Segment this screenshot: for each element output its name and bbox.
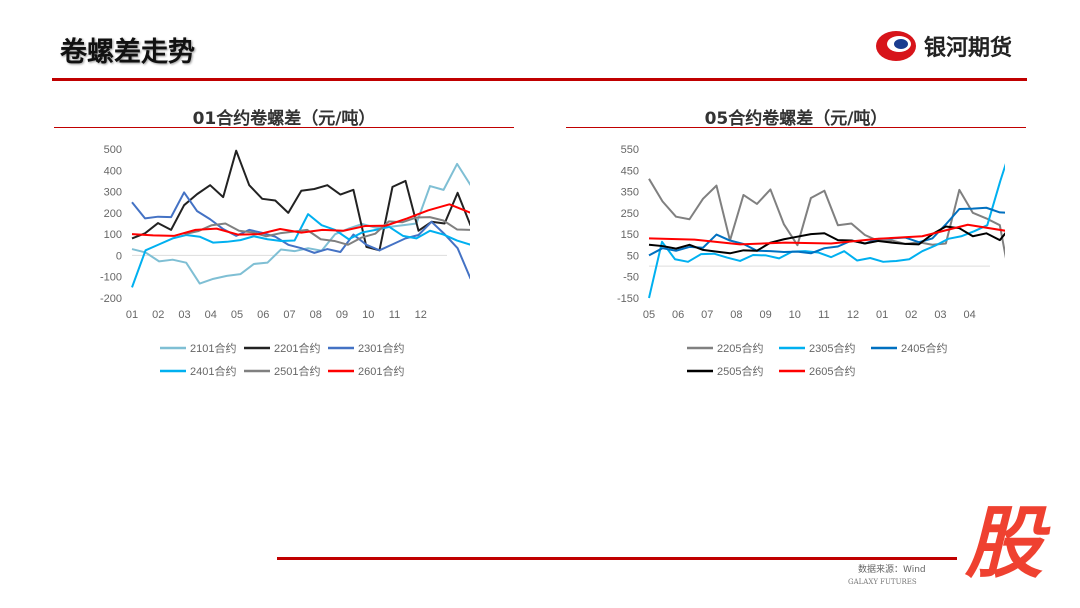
series-line-2501合约	[184, 216, 470, 246]
header-divider	[52, 78, 1027, 81]
data-source: 数据来源：Wind	[858, 565, 926, 575]
x-tick-label: 11	[389, 309, 400, 321]
x-tick-label: 08	[730, 309, 742, 321]
chart-title-divider	[54, 127, 514, 128]
overlay-character: 股	[965, 499, 1044, 589]
legend-label: 2605合约	[809, 364, 855, 378]
legend-label: 2101合约	[190, 341, 236, 355]
legend-label: 2501合约	[274, 364, 320, 378]
y-tick-label: 550	[621, 144, 639, 156]
legend-label: 2305合约	[809, 341, 855, 355]
legend-label: 2401合约	[190, 364, 236, 378]
x-tick-label: 06	[672, 309, 684, 321]
chart-title-01: 01合约卷螺差（元/吨）	[192, 109, 376, 129]
series-line-2101合约	[131, 162, 470, 285]
chart-title-05: 05合约卷螺差（元/吨）	[704, 109, 888, 129]
legend-label: 2601合约	[358, 364, 404, 378]
y-tick-label: 500	[104, 144, 122, 156]
logo-text: 银河期货	[924, 36, 1013, 61]
y-tick-label: -150	[617, 293, 639, 305]
series-line-2605合约	[648, 223, 1005, 246]
chart-01: 500 400 300 200 100 0 -100 -200 01 02 03 04 05 06 07 08…	[100, 144, 470, 378]
x-tick-label: 10	[362, 309, 374, 321]
x-tick-label: 01	[126, 309, 138, 321]
series-line-2505合约	[648, 225, 1005, 255]
x-tick-label: 01	[876, 309, 888, 321]
chart-05: 550 450 350 250 150 50 -50 -150 05 06 07 08 09 10 11 12…	[617, 144, 1005, 378]
y-tick-label: -100	[100, 272, 122, 284]
logo: 银河期货	[874, 28, 1012, 64]
x-tick-label: 12	[415, 309, 427, 321]
y-tick-label: -200	[100, 293, 122, 305]
x-tick-label: 04	[963, 309, 975, 321]
series-line-2601合约	[131, 203, 470, 237]
y-tick-label: 400	[104, 165, 122, 177]
x-tick-label: 09	[336, 309, 348, 321]
x-tick-label: 03	[178, 309, 190, 321]
x-tick-label: 07	[283, 309, 295, 321]
legend-label: 2405合约	[901, 341, 947, 355]
x-tick-label: 10	[789, 309, 801, 321]
x-tick-label: 12	[847, 309, 859, 321]
chart-title-divider	[566, 127, 1026, 128]
page-title: 卷螺差走势	[60, 37, 195, 68]
legend-label: 2301合约	[358, 341, 404, 355]
x-tick-label: 06	[257, 309, 269, 321]
series-line-2405合约	[648, 206, 1005, 257]
y-tick-label: 250	[621, 208, 639, 220]
x-tick-label: 04	[205, 309, 217, 321]
legend-label: 2201合约	[274, 341, 320, 355]
y-tick-label: 200	[104, 208, 122, 220]
y-tick-label: 350	[621, 187, 639, 199]
x-tick-label: 09	[759, 309, 771, 321]
x-tick-label: 08	[310, 309, 322, 321]
x-tick-label: 02	[905, 309, 917, 321]
x-tick-label: 03	[934, 309, 946, 321]
y-tick-label: 150	[621, 229, 639, 241]
legend-label: 2205合约	[717, 341, 763, 355]
y-tick-label: 300	[104, 187, 122, 199]
y-tick-label: -50	[623, 272, 639, 284]
x-tick-label: 05	[643, 309, 655, 321]
y-tick-label: 0	[116, 250, 122, 262]
y-tick-label: 450	[621, 165, 639, 177]
series-line-2305合约	[648, 163, 1005, 299]
y-tick-label: 50	[627, 250, 639, 262]
y-tick-label: 100	[104, 229, 122, 241]
galaxy-logo-icon	[876, 31, 916, 61]
series-line-2201合约	[131, 149, 470, 252]
series-line-2301合约	[131, 191, 470, 280]
legend-label: 2505合约	[717, 364, 763, 378]
series-line-2401合约	[131, 213, 470, 288]
x-tick-label: 02	[152, 309, 164, 321]
x-tick-label: 05	[231, 309, 243, 321]
footer-divider	[277, 557, 957, 560]
data-source-en: GALAXY FUTURES	[848, 578, 917, 586]
x-tick-label: 11	[818, 309, 829, 321]
x-tick-label: 07	[701, 309, 713, 321]
